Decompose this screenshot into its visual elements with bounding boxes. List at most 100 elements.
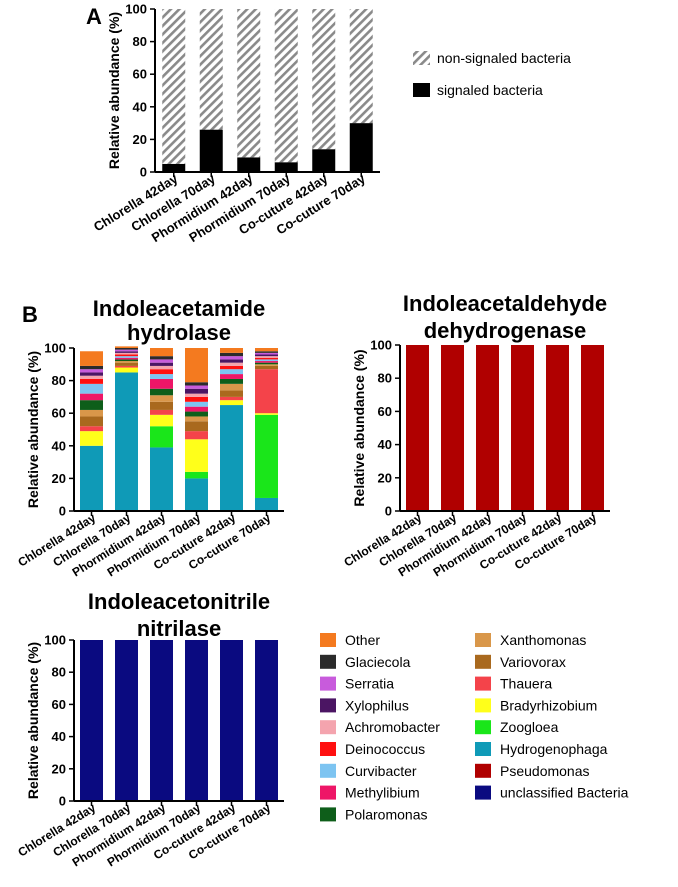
chart-b1-y-tick-label: 60 [52,406,66,421]
legend-b: Other Glaciecola Serratia Xylophilus Achromo… [320,632,629,822]
legend-b-label-glaciecola: Glaciecola [345,654,411,670]
bar-segment-b1-5-curvibacter [220,369,243,375]
bar-segment-b1-4-xanthomonas [185,416,208,422]
bar-segment-b1-1-hydrogenophaga [80,445,103,511]
bar-segment-b1-3-serratia [150,359,173,363]
bar-segment-a-4-signaled-bacteria [274,162,298,172]
chart-b3-y-tick-label: 20 [52,761,66,776]
bar-segment-b1-3-other [150,348,173,357]
bar-segment-a-6-non-signaled-bacteria [349,9,373,124]
legend-b-label-unclassified-bacteria: unclassified Bacteria [500,785,629,801]
bar-segment-b1-1-xanthomonas [80,409,103,417]
bar-segment-b1-6-hydrogenophaga [255,497,278,511]
chart-b3-y-tick-label: 40 [52,729,66,744]
bar-segment-b1-6-serratia [255,352,278,355]
bar-segment-b1-1-bradyrhizobium [80,431,103,446]
bar-segment-b1-2-other [115,346,138,348]
bar-segment-b1-6-variovorax [255,365,278,370]
panel-label-b: B [22,302,38,327]
chart-a-y-tick-label: 100 [125,2,147,17]
chart-a-y-tick-label: 80 [133,34,147,49]
bar-segment-b1-5-hydrogenophaga [220,405,243,511]
bar-segment-b1-3-hydrogenophaga [150,447,173,511]
chart-a-y-tick-label: 0 [140,165,147,180]
chart-b2-y-tick-label: 20 [378,470,392,485]
chart-b2-y-tick-label: 80 [378,371,392,386]
legend-b-label-methylibium: Methylibium [345,785,420,801]
chart-b1-y-axis-label: Relative abundance (%) [25,351,41,508]
legend-b-label-variovorax: Variovorax [500,654,566,670]
chart-b3-title-line-2: nitrilase [137,616,221,641]
bar-segment-b1-1-serratia [80,369,103,373]
bar-segment-b1-4-bradyrhizobium [185,439,208,472]
bar-segment-b1-2-methylibium [115,357,138,360]
legend-b-label-thauera: Thauera [500,676,552,692]
bar-segment-b1-2-achromobacter [115,352,138,355]
chart-b3-y-tick-label: 60 [52,697,66,712]
legend-b-swatch-xylophilus [320,698,336,713]
bar-segment-b1-4-curvibacter [185,401,208,407]
bar-segment-b1-5-other [220,348,243,353]
legend-a-swatch-2 [413,83,430,97]
bar-segment-a-1-non-signaled-bacteria [162,9,186,164]
chart-a-y-tick-label: 20 [133,132,147,147]
legend-b-swatch-pseudomonas [475,763,491,778]
chart-b2-y-tick-label: 40 [378,437,392,452]
chart-b3-y-axis-label: Relative abundance (%) [25,642,41,799]
bar-segment-a-4-non-signaled-bacteria [274,9,298,163]
bar-segment-b1-2-curvibacter [115,356,138,358]
chart-b1-y-tick-label: 100 [44,341,66,356]
bar-segment-b1-3-bradyrhizobium [150,414,173,427]
bar-segment-b1-2-hydrogenophaga [115,372,138,511]
legend-b-label-zoogloea: Zoogloea [500,719,559,735]
bar-segment-b1-4-achromobacter [185,393,208,397]
legend-b-label-other: Other [345,632,380,648]
chart-a-y-axis-label: Relative abundance (%) [106,12,122,169]
bar-segment-b1-4-serratia [185,385,208,389]
bar-segment-b1-6-xanthomonas [255,364,278,366]
legend-b-swatch-unclassified-bacteria [475,785,491,800]
chart-b2-y-tick-label: 100 [370,338,392,353]
bar-segment-b3-6-unclassified-bacteria [255,640,278,801]
bar-segment-b2-1-pseudomonas [406,345,429,511]
bar-segment-b1-4-xylophilus [185,388,208,394]
bar-segment-b1-6-other [255,348,278,352]
legend-b-swatch-hydrogenophaga [475,742,491,756]
bar-segment-a-2-signaled-bacteria [199,129,223,172]
bar-segment-b1-4-thauera [185,431,208,440]
bar-segment-b3-2-unclassified-bacteria [115,640,138,801]
bar-segment-a-3-non-signaled-bacteria [237,9,261,158]
legend-b-label-xylophilus: Xylophilus [345,697,409,713]
chart-b2-title-line-2: dehydrogenase [424,318,587,343]
bar-segment-b1-3-xylophilus [150,362,173,366]
legend-b-swatch-polaromonas [320,807,336,822]
chart-b3-title-line-1: Indoleacetonitrile [88,589,270,614]
chart-b1-y-tick-label: 40 [52,438,66,453]
legend-b-swatch-bradyrhizobium [475,698,491,713]
bar-segment-b1-5-polaromonas [220,378,243,384]
bar-segment-b1-4-methylibium [185,406,208,412]
bar-segment-b1-2-thauera [115,365,138,368]
bar-segment-b1-2-xylophilus [115,351,138,353]
chart-b2-y-tick-label: 60 [378,404,392,419]
legend-b-swatch-variovorax [475,654,491,669]
bar-segment-b1-2-polaromonas [115,359,138,362]
bar-segment-b1-5-deinococcus [220,365,243,370]
bar-segment-b3-4-unclassified-bacteria [185,640,208,801]
bar-segment-b1-1-variovorax [80,416,103,427]
legend-b-swatch-curvibacter [320,763,336,778]
bar-segment-b1-6-bradyrhizobium [255,413,278,415]
bar-segment-b1-5-thauera [220,396,243,401]
bar-segment-b1-6-achromobacter [255,356,278,358]
bar-segment-b1-1-polaromonas [80,400,103,410]
chart-b1-y-tick-label: 80 [52,373,66,388]
bar-segment-b1-5-bradyrhizobium [220,400,243,406]
bar-segment-b1-2-deinococcus [115,354,138,357]
bar-segment-b1-4-hydrogenophaga [185,478,208,511]
bar-segment-b1-2-glaciecola [115,348,138,350]
chart-b2-y-axis-label: Relative abundance (%) [351,349,367,506]
chart-b3-y-tick-label: 80 [52,665,66,680]
bar-segment-b2-3-pseudomonas [476,345,499,511]
